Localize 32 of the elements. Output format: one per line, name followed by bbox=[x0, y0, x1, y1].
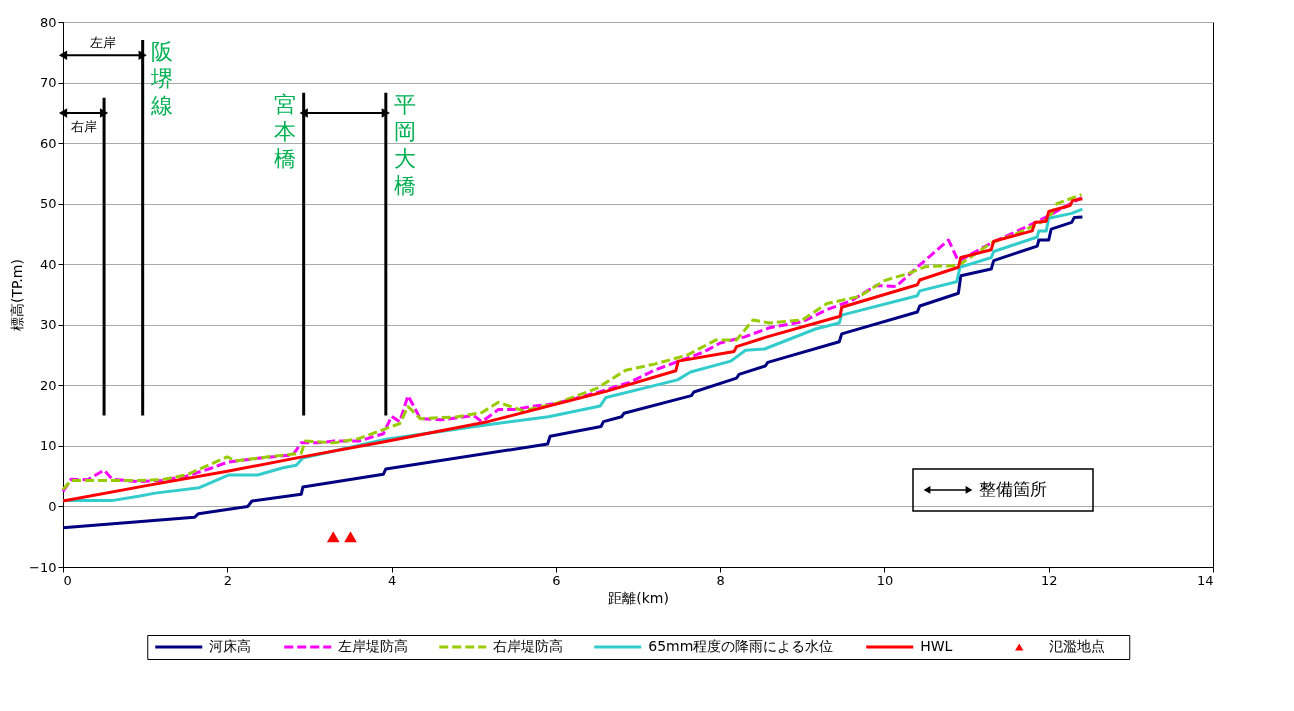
x-tick-label: 0 bbox=[63, 572, 72, 588]
legend-label: 左岸堤防高 bbox=[338, 638, 409, 654]
y-axis-title: 標高(TP.m) bbox=[9, 259, 26, 331]
x-tick-label: 2 bbox=[223, 572, 232, 588]
legend-label: 氾濫地点 bbox=[1049, 638, 1106, 654]
annotation: 整備箇所 bbox=[979, 478, 1047, 499]
x-tick-label: 6 bbox=[552, 572, 561, 588]
legend-label: 河床高 bbox=[209, 638, 252, 654]
ref-line-label: 宮本橋 bbox=[273, 91, 296, 171]
legend-label: 65mm程度の降雨による水位 bbox=[648, 638, 834, 654]
y-tick-label: 10 bbox=[39, 438, 57, 454]
x-tick-label: 4 bbox=[387, 572, 397, 588]
x-tick-label: 12 bbox=[1040, 572, 1058, 588]
x-tick-label: 8 bbox=[716, 572, 725, 588]
x-tick-label: 10 bbox=[876, 572, 894, 588]
legend-label: 右岸堤防高 bbox=[493, 638, 564, 654]
y-tick-label: 70 bbox=[39, 75, 57, 91]
y-tick-label: 50 bbox=[39, 196, 57, 212]
ref-line-label: 平岡大橋 bbox=[393, 91, 416, 198]
x-axis-title: 距離(km) bbox=[608, 589, 669, 606]
y-tick-label: 30 bbox=[39, 317, 57, 333]
ref-line-label: 阪堺線 bbox=[149, 38, 173, 118]
annotation: 右岸 bbox=[70, 119, 97, 135]
y-tick-label: 80 bbox=[39, 14, 57, 30]
y-tick-label: −10 bbox=[29, 559, 57, 575]
y-tick-label: 40 bbox=[39, 256, 57, 272]
y-tick-label: 60 bbox=[39, 135, 57, 151]
annotation: 左岸 bbox=[89, 35, 116, 51]
legend-label: HWL bbox=[920, 638, 953, 654]
x-tick-label: 14 bbox=[1196, 572, 1214, 588]
y-tick-label: 0 bbox=[48, 498, 57, 514]
y-tick-label: 20 bbox=[39, 377, 57, 393]
